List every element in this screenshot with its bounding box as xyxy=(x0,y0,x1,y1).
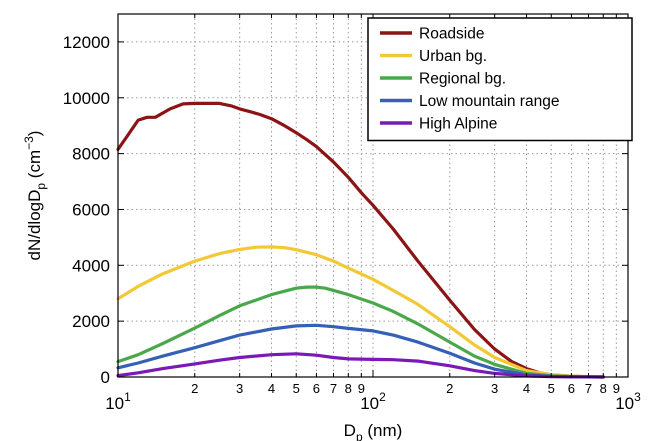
y-tick-label: 0 xyxy=(101,368,110,387)
x-minor-tick-label: 7 xyxy=(585,381,592,396)
series-line-low-mountain-range xyxy=(116,323,605,379)
x-axis-title: Dp (nm) xyxy=(344,421,403,441)
x-minor-tick-label: 9 xyxy=(613,381,620,396)
x-minor-tick-label: 6 xyxy=(313,381,320,396)
y-tick-label: 10000 xyxy=(63,89,110,108)
y-axis-title-pre: dN/dlogD xyxy=(25,190,44,261)
y-axis-title-sub: p xyxy=(34,183,48,190)
y-axis-title-sup: −3 xyxy=(22,136,36,150)
x-minor-tick-label: 3 xyxy=(491,381,498,396)
grid-lines xyxy=(118,14,628,377)
x-minor-tick-label: 4 xyxy=(523,381,530,396)
y-tick-label: 12000 xyxy=(63,33,110,52)
x-major-tick-label: 101 xyxy=(105,390,131,413)
y-tick-label: 4000 xyxy=(72,256,110,275)
x-axis-title-base: D xyxy=(344,421,356,440)
series-lines xyxy=(116,101,605,379)
x-minor-tick-label: 5 xyxy=(293,381,300,396)
x-minor-tick-label: 7 xyxy=(330,381,337,396)
series-line-roadside xyxy=(116,101,605,379)
x-minor-tick-label: 8 xyxy=(600,381,607,396)
legend: Roadside Urban bg. Regional bg. Low mountai… xyxy=(367,17,633,142)
y-tick-label: 8000 xyxy=(72,145,110,164)
x-axis-title-unit: (nm) xyxy=(363,421,403,440)
x-major-tick-label: 102 xyxy=(360,390,386,413)
series-line-urban-bg xyxy=(116,245,605,379)
x-minor-tick-label: 5 xyxy=(548,381,555,396)
legend-label: Regional bg. xyxy=(419,71,506,88)
legend-label: Urban bg. xyxy=(419,48,487,65)
x-minor-tick-label: 8 xyxy=(345,381,352,396)
y-tick-label: 2000 xyxy=(72,312,110,331)
x-minor-tick-label: 6 xyxy=(568,381,575,396)
series-line-high-alpine xyxy=(116,352,605,379)
legend-label: Low mountain range xyxy=(419,93,559,110)
legend-label: High Alpine xyxy=(419,116,497,133)
x-minor-tick-label: 2 xyxy=(191,381,198,396)
x-axis-title-sub: p xyxy=(356,430,363,441)
x-minor-tick-label: 3 xyxy=(236,381,243,396)
y-axis-title: dN/dlogDp (cm−3) xyxy=(22,131,48,261)
series-line-regional-bg xyxy=(116,285,605,379)
y-tick-label: 6000 xyxy=(72,200,110,219)
y-axis-title-post: ) xyxy=(25,131,44,137)
x-minor-tick-label: 2 xyxy=(446,381,453,396)
x-minor-tick-label: 4 xyxy=(268,381,275,396)
x-minor-tick-label: 9 xyxy=(358,381,365,396)
legend-label: Roadside xyxy=(419,26,485,43)
y-axis-title-mid: (cm xyxy=(25,150,44,183)
x-major-tick-label: 103 xyxy=(615,390,641,413)
